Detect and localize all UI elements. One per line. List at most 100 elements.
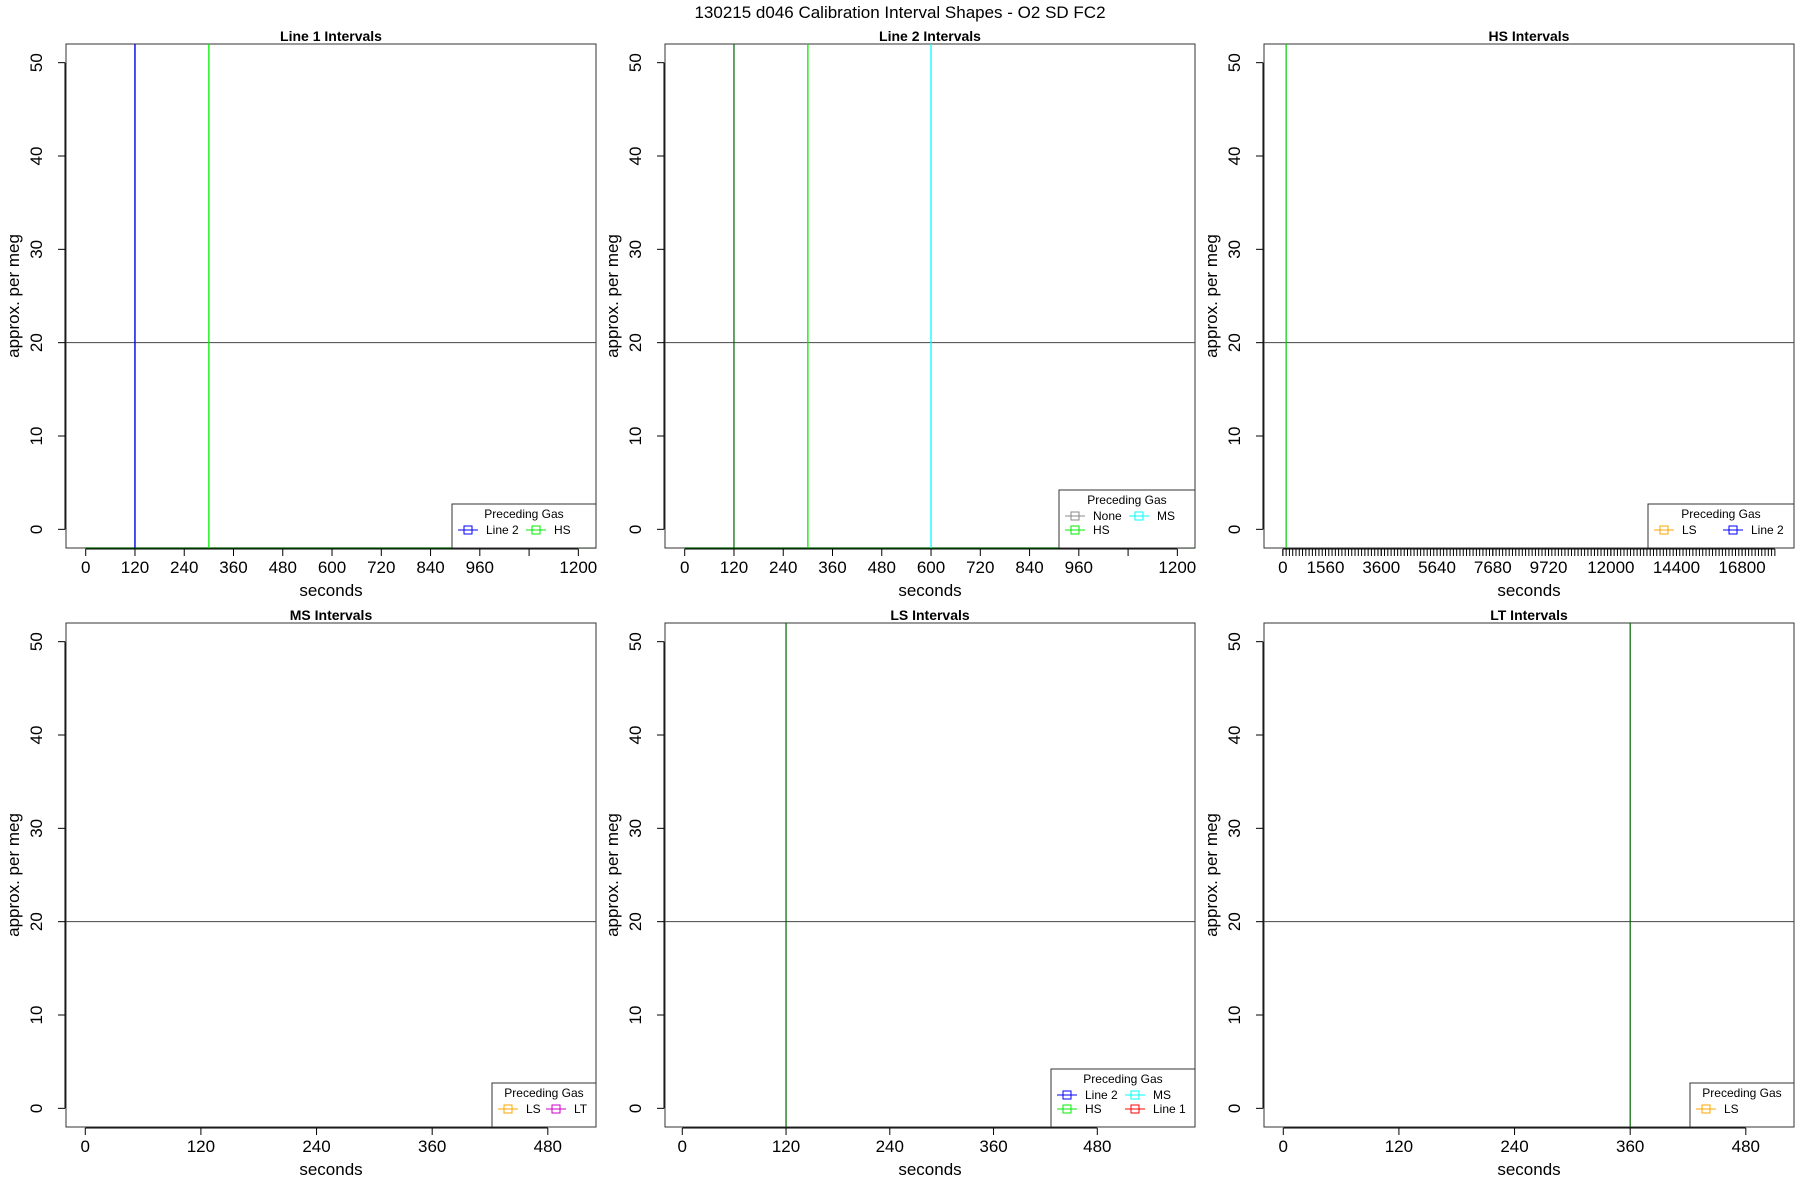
panel-title: Line 2 Intervals [879,28,981,44]
legend-label: LS [1724,1102,1739,1116]
y-tick-label: 0 [27,1104,46,1113]
chart-panel: HS Intervals 0 10 20 30 40 50 0 1560 3600 5640 7680… [1202,28,1795,600]
x-tick-label: 16800 [1718,558,1765,577]
legend: Preceding Gas LS Line 2 [1647,503,1795,549]
x-tick-label: 720 [966,558,994,577]
legend-marker [551,1104,561,1114]
legend-title: Preceding Gas [1681,507,1760,521]
y-tick-label: 30 [626,819,645,838]
legend-marker [1701,1104,1711,1114]
x-tick-label: 840 [1015,558,1043,577]
y-tick-label: 30 [1225,819,1244,838]
plot-frame [65,43,597,549]
legend-box [1058,489,1196,549]
y-tick-label: 30 [27,240,46,259]
legend-label: MS [1157,509,1175,523]
y-tick-label: 0 [27,525,46,534]
x-tick-label: 5640 [1418,558,1456,577]
legend-box [451,503,597,549]
x-tick-label: 240 [769,558,797,577]
legend: Preceding Gas LS [1689,1082,1795,1128]
x-tick-label: 360 [979,1137,1007,1156]
x-tick-label: 0 [1279,1137,1288,1156]
x-tick-label: 120 [720,558,748,577]
panel-title: HS Intervals [1489,28,1570,44]
y-tick-label: 40 [27,147,46,166]
y-tick-label: 50 [27,53,46,72]
y-axis-label: approx. per meg [4,813,23,937]
x-tick-label: 960 [1065,558,1093,577]
y-tick-label: 0 [1225,1104,1244,1113]
x-tick-label: 480 [269,558,297,577]
x-axis-label: seconds [898,1160,961,1179]
x-tick-label: 120 [772,1137,800,1156]
y-tick-label: 0 [1225,525,1244,534]
y-tick-label: 30 [1225,240,1244,259]
y-tick-label: 40 [626,147,645,166]
y-tick-label: 0 [626,1104,645,1113]
y-tick-label: 20 [27,333,46,352]
x-tick-label: 600 [917,558,945,577]
y-tick-label: 50 [27,632,46,651]
legend-label: Line 2 [1085,1088,1118,1102]
plot-frame [1263,43,1795,549]
x-tick-label: 7680 [1474,558,1512,577]
legend-title: Preceding Gas [1087,493,1166,507]
y-tick-label: 20 [1225,333,1244,352]
chart-panel: MS Intervals 0 10 20 30 40 50 0 120 240 360 480 seco… [4,607,597,1179]
legend-box [1647,503,1795,549]
legend-marker [1134,511,1144,521]
legend-marker [531,525,541,535]
x-tick-label: 240 [170,558,198,577]
legend-label: LS [526,1102,541,1116]
legend-label: Line 2 [486,523,519,537]
x-tick-label: 0 [81,558,90,577]
plot-frame [1263,622,1795,1128]
legend-title: Preceding Gas [504,1086,583,1100]
x-tick-label: 720 [367,558,395,577]
legend-marker [1130,1090,1140,1100]
legend-title: Preceding Gas [484,507,563,521]
x-axis-label: seconds [299,1160,362,1179]
x-tick-label: 9720 [1530,558,1568,577]
chart-panel: Line 2 Intervals 0 10 20 30 40 50 0 120 240 360 480… [603,28,1196,600]
legend-title: Preceding Gas [1083,1072,1162,1086]
legend-label: LS [1682,523,1697,537]
legend: Preceding Gas Line 2 MS HS Line 1 [1050,1068,1196,1128]
legend-label: None [1093,509,1122,523]
x-tick-label: 0 [680,558,689,577]
y-tick-label: 30 [27,819,46,838]
y-tick-label: 30 [626,240,645,259]
x-tick-label: 0 [678,1137,687,1156]
legend-marker [1070,511,1080,521]
legend: Preceding Gas LS LT [491,1082,597,1128]
plot-frame [664,43,1196,549]
legend-label: Line 2 [1751,523,1784,537]
x-axis-label: seconds [898,581,961,600]
x-tick-label: 480 [1083,1137,1111,1156]
legend: Preceding Gas None MS HS [1058,489,1196,549]
x-tick-label: 12000 [1587,558,1634,577]
y-tick-label: 50 [1225,53,1244,72]
panel-title: MS Intervals [290,607,373,623]
x-tick-label: 0 [1278,558,1287,577]
x-axis-label: seconds [299,581,362,600]
chart-panel: Line 1 Intervals 0 10 20 30 40 50 0 120 240 360 480… [4,28,597,600]
y-tick-label: 50 [1225,632,1244,651]
x-tick-label: 1200 [1158,558,1196,577]
legend-marker [1062,1104,1072,1114]
x-tick-label: 480 [868,558,896,577]
chart-panel: LS Intervals 0 10 20 30 40 50 0 120 240 360 480 seco… [603,607,1196,1179]
x-tick-label: 960 [466,558,494,577]
x-axis-label: seconds [1497,581,1560,600]
legend-marker [1070,525,1080,535]
x-tick-label: 480 [1732,1137,1760,1156]
y-tick-label: 40 [27,726,46,745]
legend-marker [1130,1104,1140,1114]
figure-title: 130215 d046 Calibration Interval Shapes … [694,3,1105,22]
y-tick-label: 10 [626,1006,645,1025]
y-axis-label: approx. per meg [4,234,23,358]
legend-label: HS [1093,523,1110,537]
y-tick-label: 40 [1225,726,1244,745]
x-tick-label: 0 [81,1137,90,1156]
